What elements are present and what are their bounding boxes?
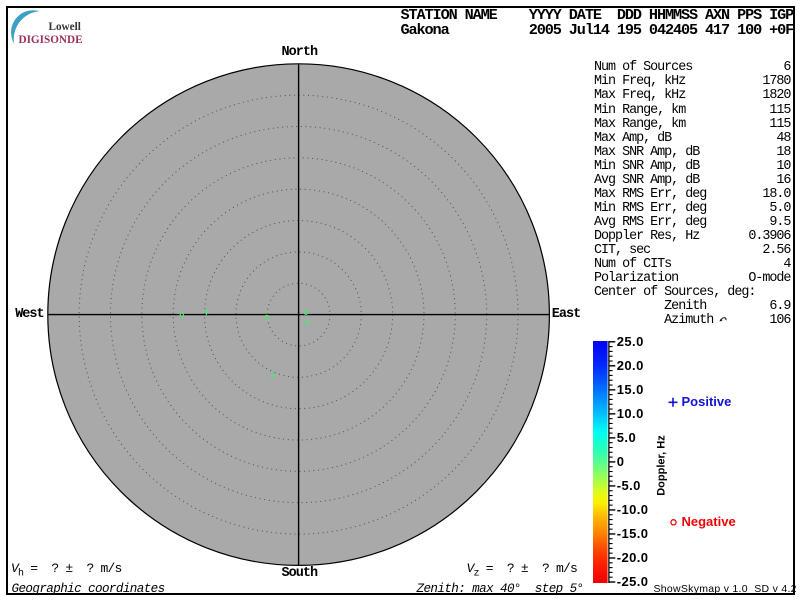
svg-text:Doppler, Hz: Doppler, Hz: [656, 435, 668, 496]
